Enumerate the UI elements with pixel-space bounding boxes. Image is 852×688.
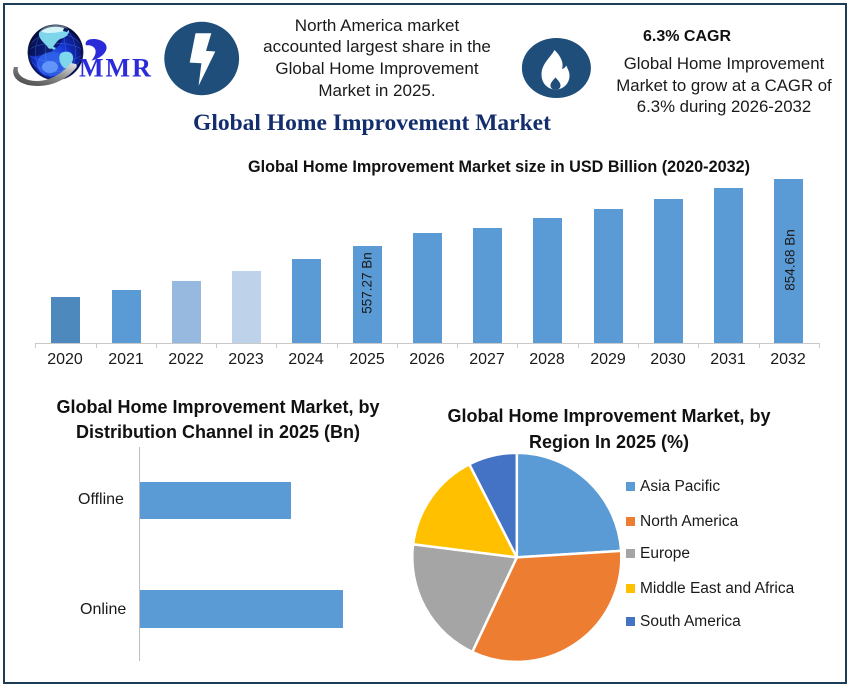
svg-text:MMR: MMR xyxy=(79,53,153,82)
